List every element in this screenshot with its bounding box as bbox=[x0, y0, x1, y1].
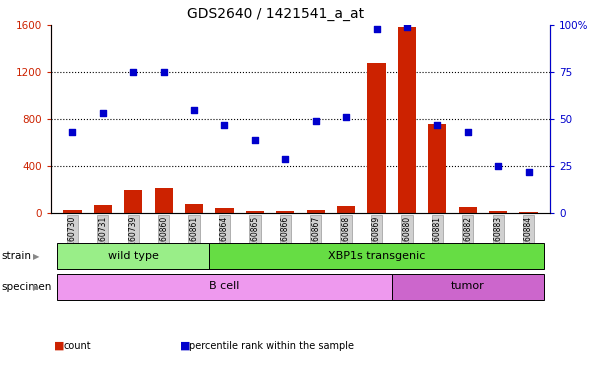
Point bbox=[250, 137, 260, 143]
Bar bbox=[154, 189, 172, 213]
Point bbox=[98, 110, 108, 116]
Bar bbox=[392, 274, 544, 300]
Point bbox=[524, 169, 534, 175]
Bar bbox=[459, 207, 477, 213]
Bar bbox=[57, 243, 209, 269]
Bar bbox=[429, 124, 447, 213]
Text: B cell: B cell bbox=[209, 281, 240, 291]
Point bbox=[493, 163, 503, 169]
Text: strain: strain bbox=[1, 251, 31, 262]
Text: ▶: ▶ bbox=[33, 283, 39, 291]
Text: tumor: tumor bbox=[451, 281, 484, 291]
Bar bbox=[124, 190, 142, 213]
Point bbox=[189, 106, 199, 113]
Point bbox=[311, 118, 320, 124]
Bar bbox=[398, 27, 416, 213]
Bar bbox=[337, 206, 355, 213]
Bar bbox=[307, 210, 325, 213]
Point bbox=[159, 69, 168, 75]
Point bbox=[372, 26, 382, 32]
Bar bbox=[57, 274, 392, 300]
Text: XBP1s transgenic: XBP1s transgenic bbox=[328, 251, 426, 261]
Title: GDS2640 / 1421541_a_at: GDS2640 / 1421541_a_at bbox=[187, 7, 364, 21]
Text: ■: ■ bbox=[54, 341, 64, 351]
Point bbox=[129, 69, 138, 75]
Point bbox=[463, 129, 472, 135]
Text: specimen: specimen bbox=[1, 282, 52, 292]
Text: ■: ■ bbox=[180, 341, 191, 351]
Bar bbox=[367, 63, 386, 213]
Point bbox=[219, 122, 229, 128]
Text: percentile rank within the sample: percentile rank within the sample bbox=[189, 341, 355, 351]
Point bbox=[67, 129, 77, 135]
Bar bbox=[94, 205, 112, 213]
Bar bbox=[519, 212, 538, 213]
Bar bbox=[246, 211, 264, 213]
Point bbox=[341, 114, 351, 120]
Bar bbox=[215, 209, 234, 213]
Point bbox=[433, 122, 442, 128]
Point bbox=[281, 156, 290, 162]
Text: ▶: ▶ bbox=[33, 252, 39, 261]
Text: count: count bbox=[63, 341, 91, 351]
Bar bbox=[276, 211, 294, 213]
Bar bbox=[209, 243, 544, 269]
Point bbox=[402, 24, 412, 30]
Bar bbox=[489, 211, 507, 213]
Text: wild type: wild type bbox=[108, 251, 159, 261]
Bar bbox=[63, 210, 82, 213]
Bar bbox=[185, 204, 203, 213]
